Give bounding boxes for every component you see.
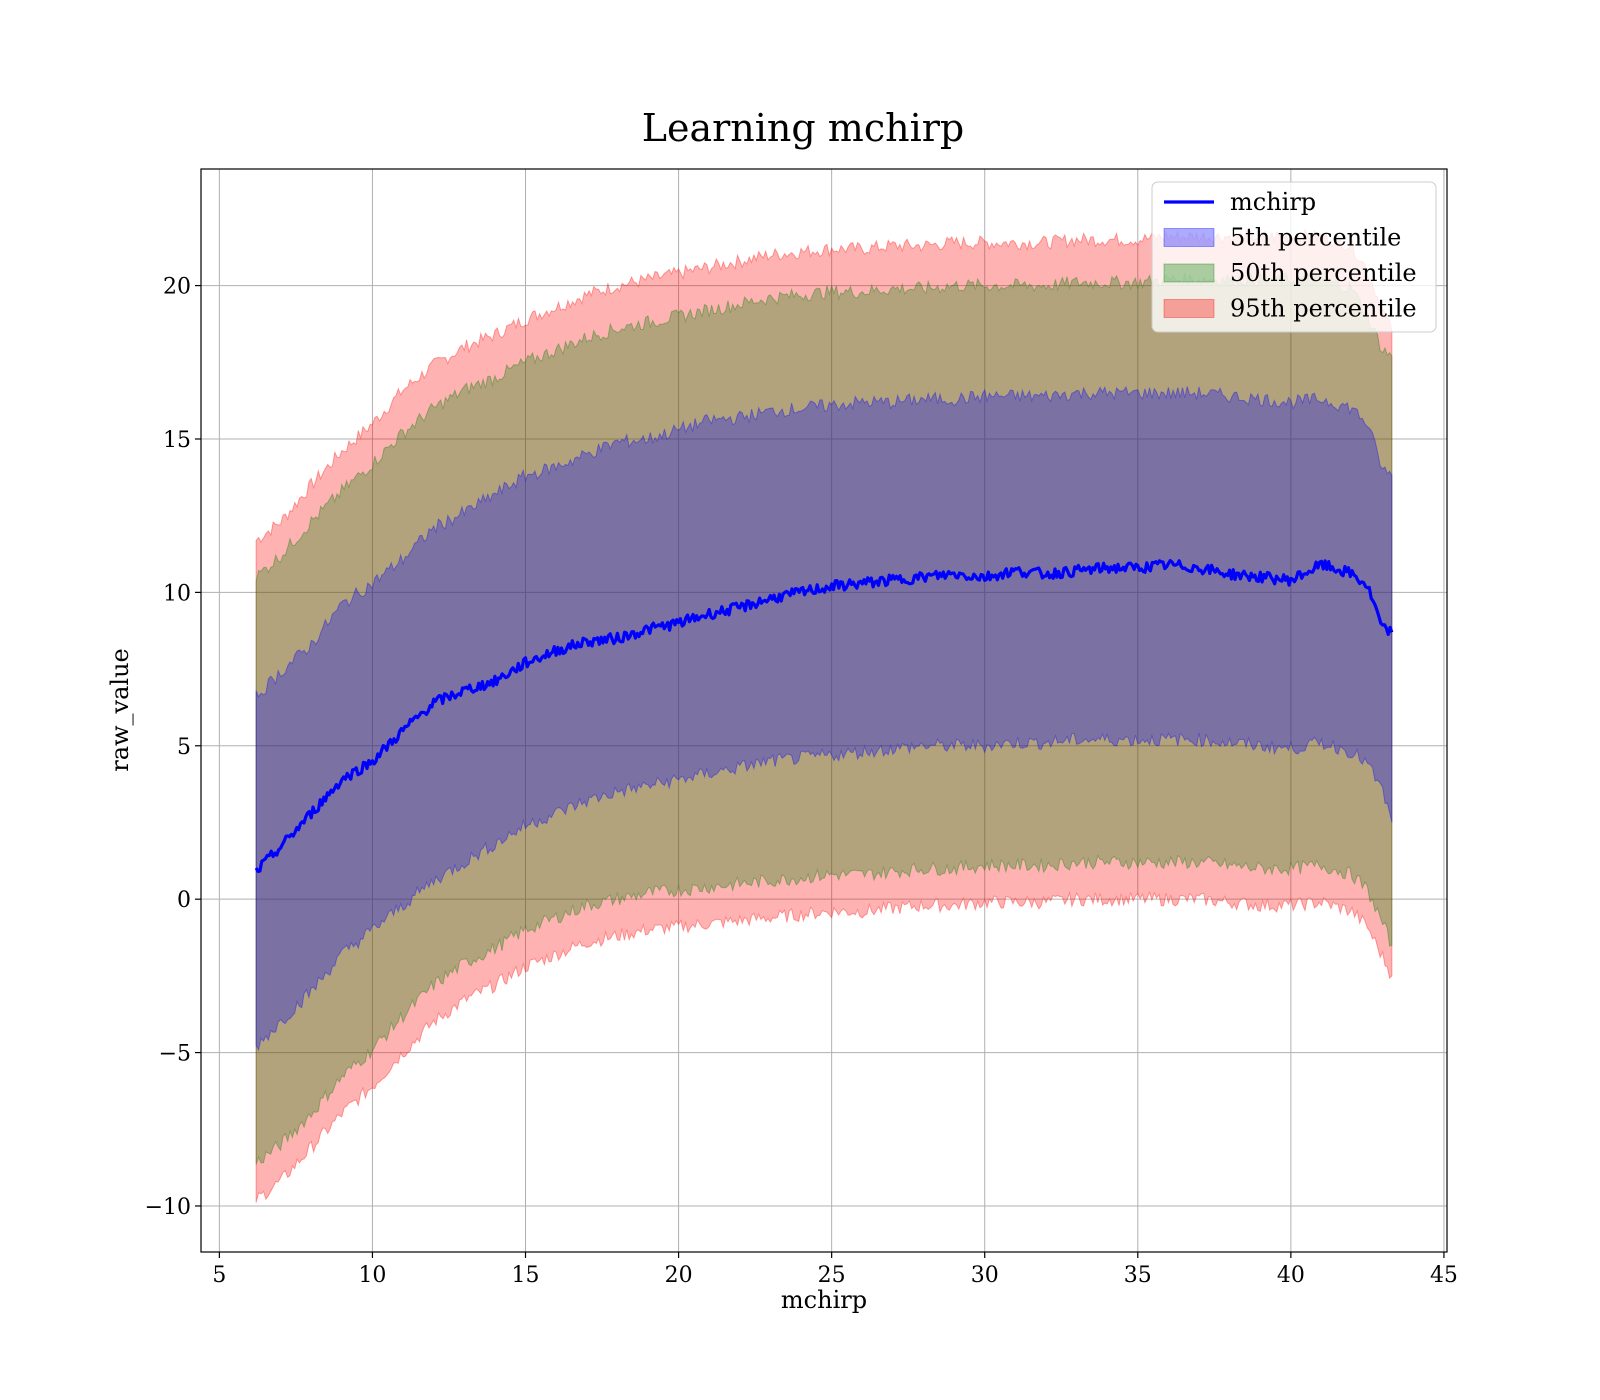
legend-label: 50th percentile [1230,259,1417,287]
x-tick-label: 35 [1124,1263,1152,1288]
y-tick-label: −5 [159,1042,191,1067]
y-tick-label: 15 [163,428,191,453]
x-axis-label: mchirp [781,1286,867,1314]
x-tick-label: 30 [971,1263,999,1288]
x-tick-label: 15 [512,1263,540,1288]
y-axis-ticks: −10 −5 0 5 10 15 20 [145,275,201,1220]
y-tick-label: 0 [177,888,191,913]
x-tick-label: 20 [665,1263,693,1288]
x-tick-label: 45 [1430,1263,1458,1288]
x-tick-label: 10 [358,1263,386,1288]
legend-label: 5th percentile [1230,224,1401,252]
series-lines [254,559,1394,873]
y-tick-label: 20 [163,275,191,300]
y-tick-label: 10 [163,581,191,606]
chart-title: Learning mchirp [642,106,964,150]
x-axis-ticks: 5 10 15 20 25 30 35 40 45 [212,1252,1458,1288]
line-mchirp [254,559,1394,873]
legend-swatch-band [1163,299,1215,318]
percentile-bands [255,228,1393,1203]
x-tick-label: 40 [1277,1263,1305,1288]
legend-swatch-band [1163,228,1215,247]
x-tick-label: 25 [818,1263,846,1288]
band-50th-percentile [255,271,1393,1165]
y-tick-label: 5 [177,735,191,760]
legend-label: mchirp [1230,188,1316,216]
legend-swatch-band [1163,263,1215,283]
y-axis-label: raw_value [106,648,134,772]
legend: mchirp 5th percentile 50th percentile 95th … [1151,181,1437,333]
y-tick-label: −10 [145,1195,191,1220]
band-5th-percentile [255,385,1393,1052]
plot-frame [200,168,1448,1253]
legend-label: 95th percentile [1230,295,1417,323]
x-tick-label: 5 [212,1263,226,1288]
band-95th-percentile [255,228,1393,1203]
legend-box [1151,181,1437,333]
